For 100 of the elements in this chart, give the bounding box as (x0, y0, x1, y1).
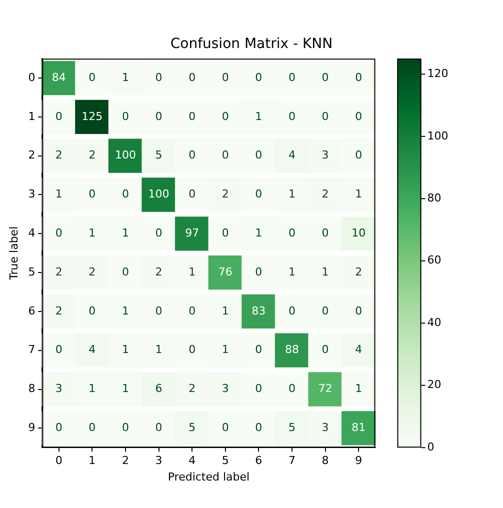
x-tick-label: 7 (288, 454, 296, 468)
data-label: 2 (55, 148, 62, 162)
data-label: 2 (55, 265, 62, 278)
data-label: 81 (352, 421, 366, 434)
data-label: 0 (222, 110, 229, 123)
data-label: 0 (255, 148, 262, 162)
data-label: 76 (218, 265, 232, 278)
data-label: 0 (222, 70, 229, 84)
data-label: 1 (122, 382, 129, 396)
data-label: 0 (88, 188, 96, 201)
color-bar-label: 120 (427, 67, 448, 80)
y-tick-label: 4 (28, 226, 36, 240)
data-label: 1 (288, 188, 296, 201)
color-bar-label: 40 (427, 316, 442, 329)
data-label: 0 (188, 343, 196, 356)
data-label: 0 (288, 110, 296, 123)
data-label: 1 (255, 226, 262, 240)
data-label: 6 (155, 382, 162, 396)
data-label: 0 (255, 265, 262, 278)
data-label: 0 (188, 188, 196, 201)
data-label: 3 (55, 382, 62, 396)
data-label: 0 (122, 421, 129, 434)
data-label: 2 (155, 265, 162, 278)
x-tick-label: 3 (155, 454, 162, 468)
data-label: 0 (222, 226, 229, 240)
data-label: 0 (155, 421, 162, 434)
data-label: 97 (185, 226, 200, 240)
data-label: 1 (122, 304, 129, 318)
data-label: 0 (355, 70, 362, 84)
data-label: 1 (222, 343, 229, 356)
data-label: 1 (88, 226, 96, 240)
data-label: 0 (255, 70, 262, 84)
chart-title: Confusion Matrix - KNN (170, 36, 333, 52)
y-tick-label: 1 (28, 110, 36, 123)
color-bar-label: 80 (427, 192, 442, 204)
y-axis-title: True label (7, 226, 20, 281)
data-label: 0 (288, 382, 296, 396)
data-label: 4 (355, 343, 362, 356)
y-tick-label: 3 (28, 188, 36, 201)
y-tick-label: 0 (28, 70, 36, 84)
data-label: 0 (255, 188, 262, 201)
data-label: 0 (88, 304, 96, 318)
y-tick-label: 2 (28, 148, 36, 162)
data-label: 1 (122, 70, 129, 84)
data-label: 2 (322, 188, 329, 201)
data-label: 0 (322, 343, 329, 356)
data-label: 1 (155, 343, 162, 356)
data-label: 0 (88, 70, 96, 84)
data-label: 0 (322, 226, 329, 240)
x-tick-label: 6 (255, 454, 262, 468)
data-label: 1 (55, 188, 62, 201)
data-label: 2 (222, 188, 229, 201)
data-label: 0 (255, 382, 262, 396)
data-label: 3 (222, 382, 229, 396)
x-tick-label: 1 (88, 454, 96, 468)
data-label: 100 (114, 148, 136, 162)
data-label: 2 (55, 304, 62, 318)
data-label: 0 (322, 70, 329, 84)
data-label: 5 (188, 421, 196, 434)
data-label: 0 (122, 265, 129, 278)
data-label: 84 (52, 70, 66, 84)
data-label: 88 (284, 343, 299, 356)
color-bar-label: 60 (427, 254, 442, 267)
data-label: 0 (55, 226, 62, 240)
data-label: 83 (252, 304, 266, 318)
data-label: 0 (288, 304, 296, 318)
data-label: 3 (322, 421, 329, 434)
data-label: 10 (352, 226, 366, 240)
data-label: 4 (88, 343, 96, 356)
data-label: 4 (288, 148, 296, 162)
x-tick-label: 9 (355, 454, 362, 468)
data-label: 125 (82, 110, 103, 123)
data-label: 1 (188, 265, 196, 278)
data-label: 1 (355, 188, 362, 201)
data-label: 0 (255, 421, 262, 434)
data-label: 5 (155, 148, 162, 162)
data-label: 5 (288, 421, 296, 434)
data-label: 1 (88, 382, 96, 396)
data-label: 0 (122, 110, 129, 123)
data-label: 0 (155, 110, 162, 123)
data-label: 0 (155, 226, 162, 240)
data-label: 2 (188, 382, 196, 396)
x-tick-label: 4 (188, 454, 196, 468)
data-label: 0 (288, 226, 296, 240)
data-label: 1 (122, 226, 129, 240)
data-label: 2 (88, 265, 96, 278)
data-label: 0 (188, 148, 196, 162)
data-label: 0 (322, 110, 329, 123)
data-label: 72 (318, 382, 332, 396)
data-label: 2 (88, 148, 96, 162)
y-tick-label: 8 (28, 382, 36, 396)
data-label: 1 (355, 382, 362, 396)
data-label: 0 (288, 70, 296, 84)
data-label: 0 (322, 304, 329, 318)
color-bar-label: 0 (427, 440, 434, 454)
data-label: 0 (355, 148, 362, 162)
data-label: 1 (288, 265, 296, 278)
data-label: 0 (55, 110, 62, 123)
x-tick-label: 0 (55, 454, 62, 468)
data-label: 0 (155, 70, 162, 84)
